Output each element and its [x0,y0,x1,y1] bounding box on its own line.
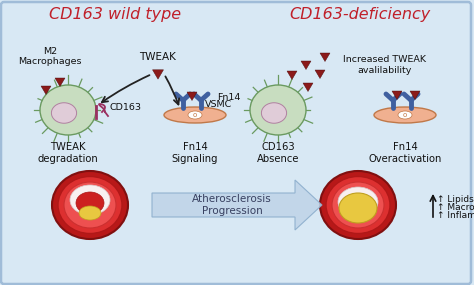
Ellipse shape [64,182,116,228]
Text: CD163-deficiency: CD163-deficiency [289,7,430,22]
Text: CD163: CD163 [110,103,142,111]
Ellipse shape [58,176,122,233]
Ellipse shape [326,176,390,233]
Text: o: o [193,112,197,118]
Text: ↑ Macrophages: ↑ Macrophages [437,203,474,211]
Ellipse shape [250,85,306,135]
Polygon shape [301,61,311,70]
Text: Fn14
Overactivation: Fn14 Overactivation [368,142,442,164]
Polygon shape [315,70,325,78]
Ellipse shape [188,111,202,119]
Text: TWEAK
degradation: TWEAK degradation [37,142,99,164]
Ellipse shape [51,103,77,123]
Ellipse shape [52,171,128,239]
Text: Atherosclerosis
Progression: Atherosclerosis Progression [192,194,272,216]
Polygon shape [187,92,197,101]
Text: o: o [403,112,407,118]
Ellipse shape [70,185,110,215]
Text: ↑ Lipids: ↑ Lipids [437,194,474,203]
Ellipse shape [261,103,287,123]
Polygon shape [287,71,297,80]
Polygon shape [153,70,164,79]
Ellipse shape [164,107,226,123]
Text: Fn14: Fn14 [217,93,240,101]
Polygon shape [320,53,330,62]
Polygon shape [55,78,65,87]
Text: Increased TWEAK
avalilability: Increased TWEAK avalilability [344,55,427,75]
Ellipse shape [40,85,96,135]
Text: Fn14
Signaling: Fn14 Signaling [172,142,218,164]
Ellipse shape [79,206,101,220]
Polygon shape [41,86,51,95]
Ellipse shape [338,187,378,217]
Ellipse shape [320,171,396,239]
Polygon shape [303,83,313,91]
Ellipse shape [76,192,104,214]
Text: CD163
Absence: CD163 Absence [257,142,299,164]
Text: TWEAK: TWEAK [139,52,176,62]
Text: CD163 wild type: CD163 wild type [49,7,181,22]
Ellipse shape [398,111,412,119]
Ellipse shape [339,193,377,223]
Text: M2
Macrophages: M2 Macrophages [18,47,82,66]
Text: VSMC: VSMC [205,100,232,109]
Polygon shape [410,91,420,99]
Text: ↑ Inflammation: ↑ Inflammation [437,211,474,219]
Ellipse shape [374,107,436,123]
Polygon shape [392,91,402,99]
Ellipse shape [332,182,384,228]
Polygon shape [152,180,322,230]
